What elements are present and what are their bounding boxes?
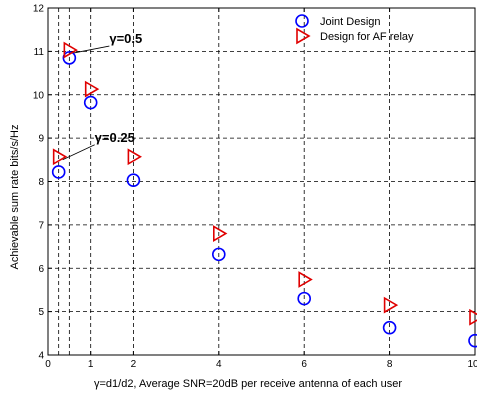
y-tick-label: 12 (33, 4, 45, 15)
y-tick-label: 4 (38, 351, 44, 362)
af-relay-point (63, 41, 78, 59)
legend-entry: Joint Design (320, 16, 381, 28)
y-tick-label: 7 (38, 220, 44, 231)
data-marks (51, 41, 477, 348)
x-axis-label: γ=d1/d2, Average SNR=20dB per receive an… (94, 378, 402, 390)
af-relay-point (213, 225, 228, 242)
af-relay-point (84, 80, 100, 98)
legend: Joint Design Design for AF relay (295, 14, 414, 45)
joint-design-point (382, 320, 397, 335)
legend-marker-joint-design (295, 14, 309, 28)
y-axis-label: Achievable sum rate bits/s/Hz (9, 125, 21, 270)
legend-marker-af-relay (296, 27, 311, 45)
grid (48, 8, 475, 355)
legend-entry: Design for AF relay (320, 31, 414, 43)
x-tick-label: 8 (387, 359, 393, 370)
joint-design-point (62, 51, 77, 65)
af-relay-point (298, 271, 313, 288)
x-tick-label: 6 (301, 359, 307, 370)
af-relay-point (383, 296, 399, 314)
x-tick-label: 1 (88, 359, 94, 370)
x-tick-label: 4 (216, 359, 222, 370)
joint-design-point (126, 173, 141, 187)
annotation-leader (62, 144, 95, 161)
y-tick-label: 9 (38, 134, 44, 145)
annotation-label: γ=0.5 (109, 31, 142, 46)
joint-design-point (83, 95, 98, 110)
annotations: γ=0.5 γ=0.25 (62, 31, 142, 161)
joint-design-point (468, 333, 477, 348)
joint-design-point (297, 291, 312, 306)
y-tick-label: 10 (33, 90, 45, 101)
annotation-leader (73, 45, 110, 54)
y-tick-label: 6 (38, 264, 44, 275)
y-tick-label: 5 (38, 307, 44, 318)
x-tick-label: 10 (467, 359, 477, 370)
x-tick-label: 0 (45, 359, 51, 370)
af-relay-point (127, 148, 142, 166)
y-tick-label: 8 (38, 177, 44, 188)
annotation-label: γ=0.25 (95, 130, 135, 145)
y-tick-label: 11 (34, 47, 45, 58)
joint-design-point (51, 165, 66, 179)
x-tick-label: 2 (131, 359, 137, 370)
af-relay-point (469, 308, 477, 326)
af-relay-point (52, 148, 68, 166)
joint-design-point (212, 247, 226, 262)
